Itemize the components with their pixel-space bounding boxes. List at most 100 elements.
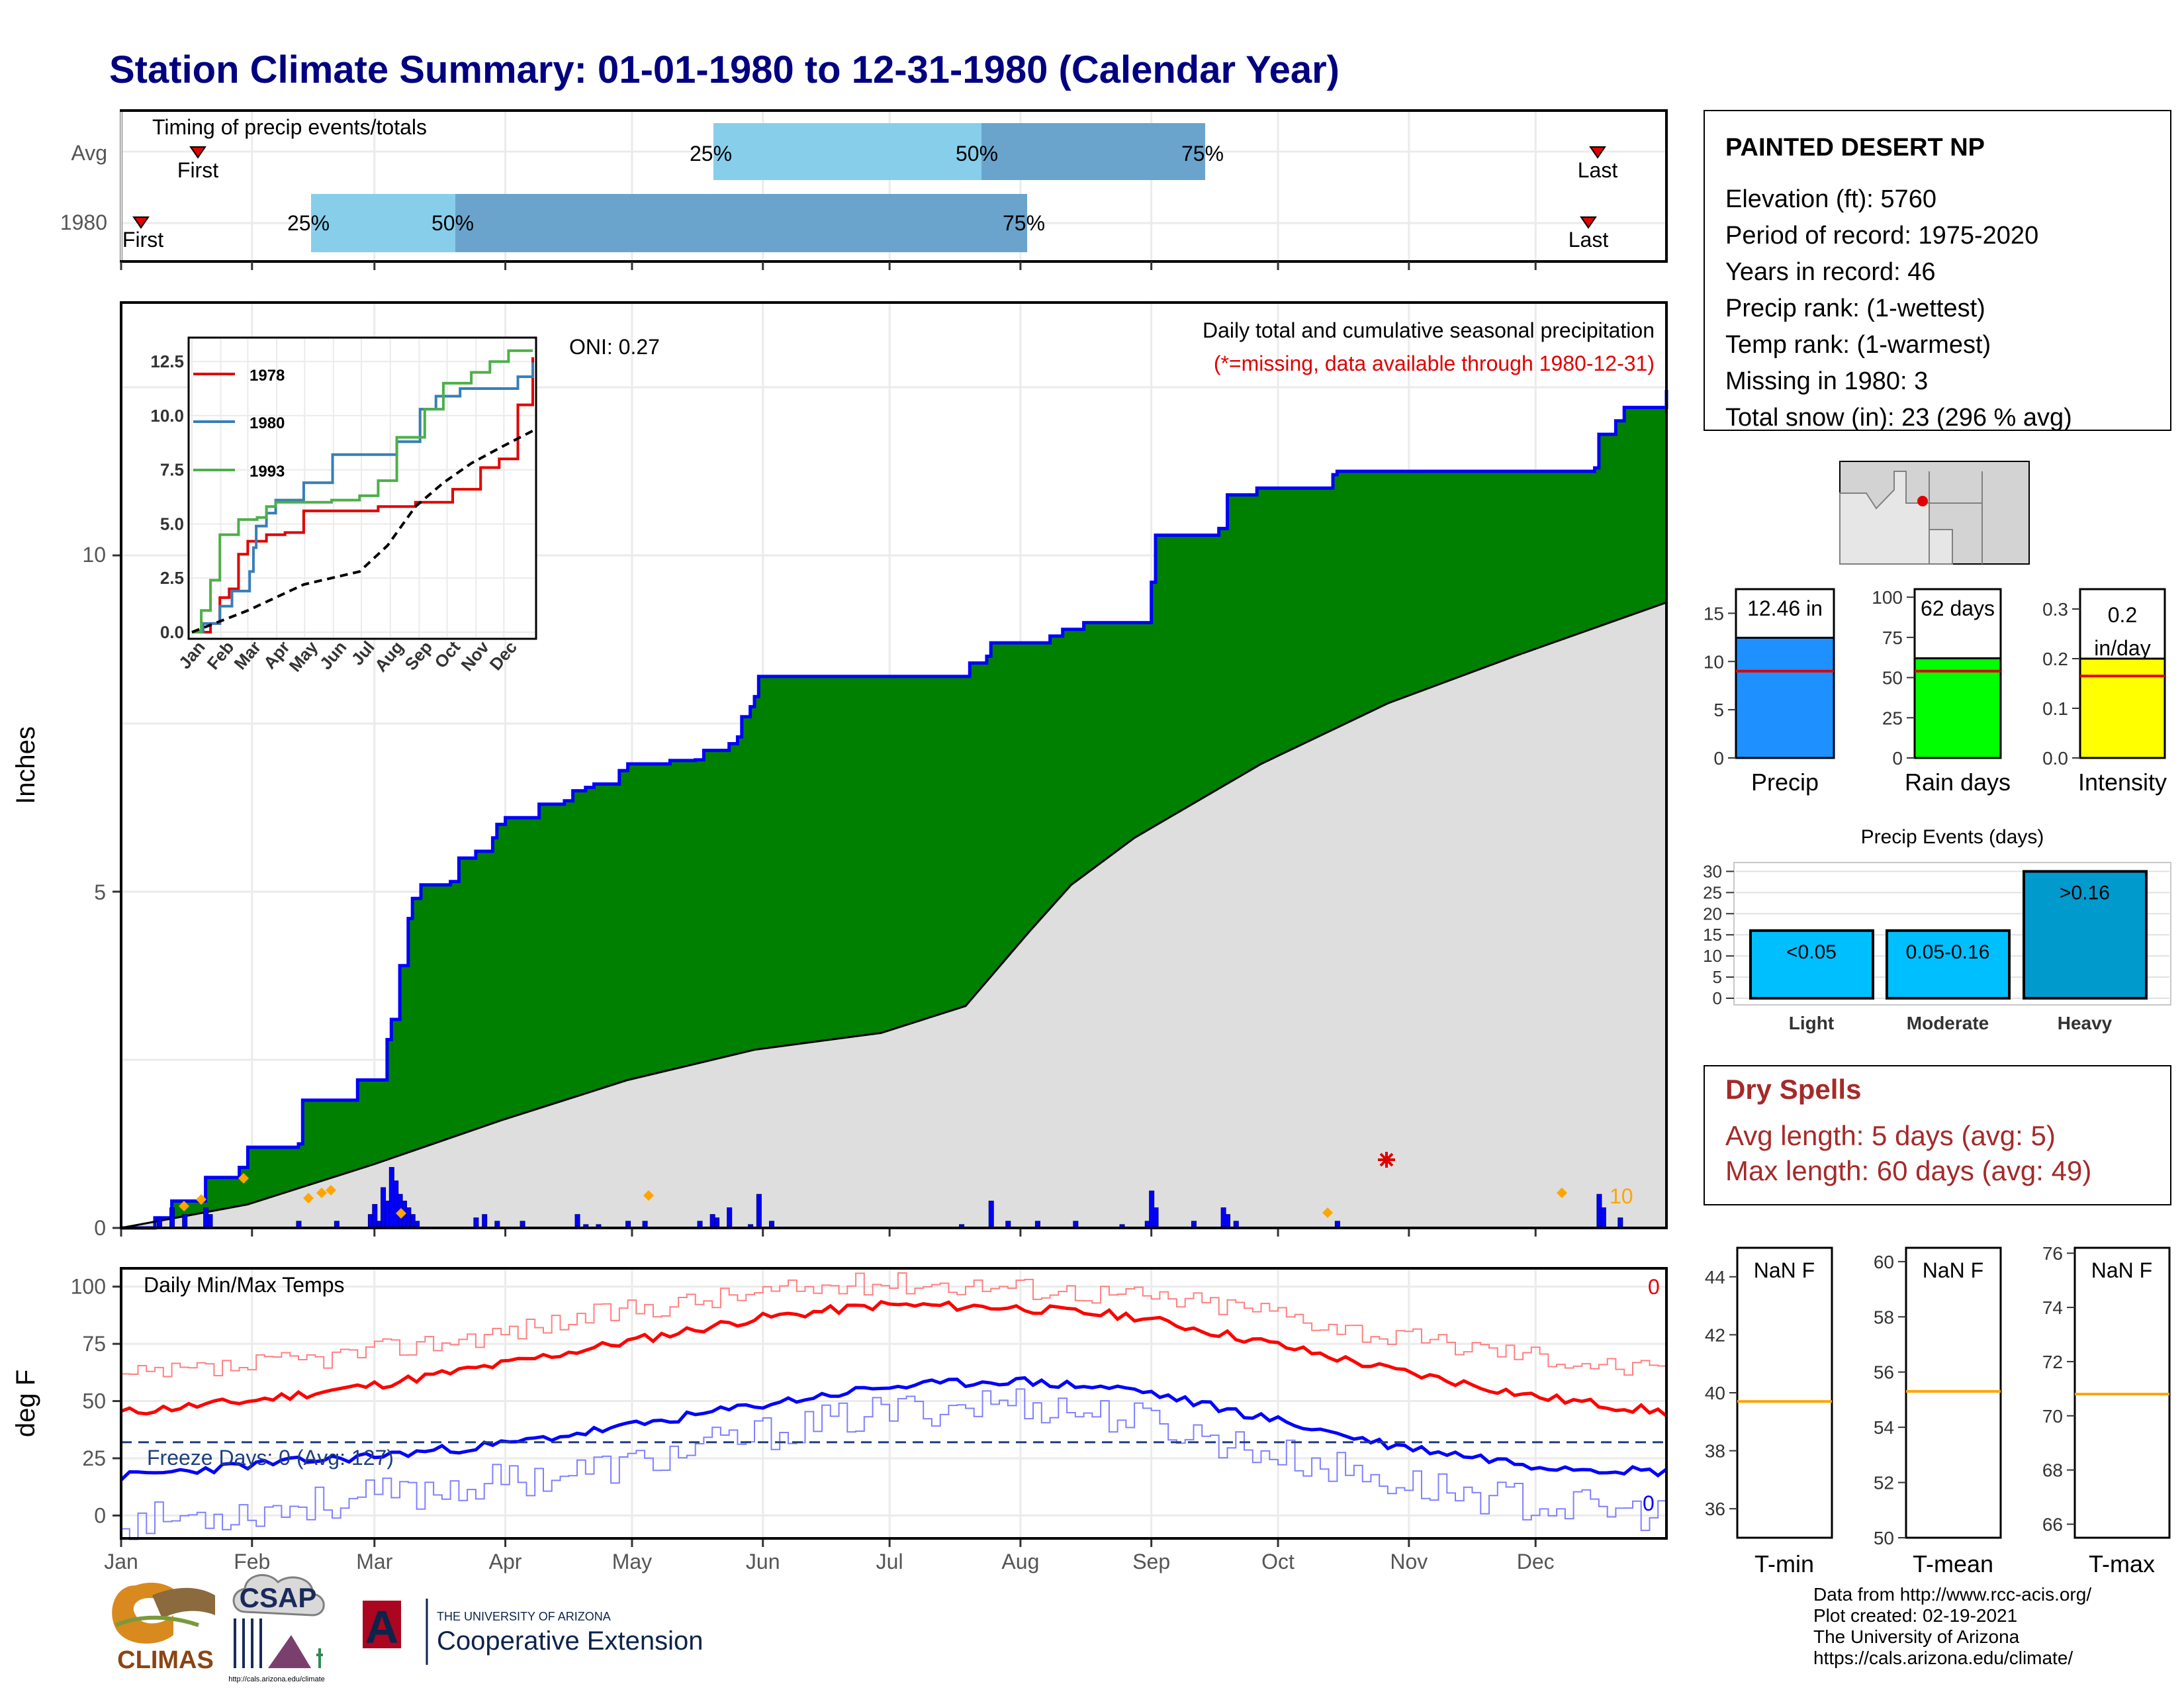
tmax-normal-line: [120, 1299, 1668, 1418]
freeze-days-label: Freeze Days: 0 (Avg: 127): [147, 1446, 394, 1470]
1980-q75-label: 75%: [1003, 211, 1045, 235]
intensity-bar-label: Intensity: [2078, 769, 2167, 796]
temp-y-tick-label: 0: [94, 1503, 106, 1527]
month-label: Mar: [356, 1550, 392, 1573]
1980-first-label: First: [122, 228, 163, 252]
tmean-box-label: T-mean: [1913, 1550, 1993, 1577]
dry-spells-max: Max length: 60 days (avg: 49): [1725, 1155, 2091, 1186]
events-tick-label: 10: [1703, 946, 1722, 966]
timing-title: Timing of precip events/totals: [152, 115, 427, 139]
events-category-label: Light: [1789, 1013, 1834, 1033]
temp-box-tick-label: 58: [1874, 1307, 1894, 1327]
inset-y-tick-label: 10.0: [150, 406, 184, 426]
events-tick-label: 30: [1703, 861, 1722, 881]
temp-y-tick-label: 75: [82, 1332, 106, 1356]
temp-box-tick-label: 60: [1874, 1252, 1894, 1272]
station-line-elevation: Elevation (ft): 5760: [1725, 185, 1936, 213]
events-bar-heavy: [2023, 870, 2148, 1000]
temp-box-tick-label: 68: [2042, 1460, 2063, 1481]
month-label: Apr: [489, 1550, 522, 1573]
avg-q50-label: 50%: [956, 142, 998, 165]
footer-line-2: Plot created: 02-19-2021: [1813, 1605, 2017, 1626]
daily-precip-bar: [756, 1194, 762, 1229]
inset-line-1980: [192, 362, 534, 633]
month-label: Dec: [1517, 1550, 1555, 1573]
daily-precip-bar: [156, 1217, 162, 1229]
events-tick-label: 15: [1703, 925, 1722, 945]
precip-y-axis-title: Inches: [11, 726, 40, 804]
precip-value-label: 12.46 in: [1747, 596, 1823, 620]
month-label: Sep: [1132, 1550, 1170, 1573]
events-bar-label: >0.16: [2060, 882, 2110, 904]
temp-box-tick-label: 74: [2042, 1297, 2063, 1318]
timing-row-avg-label: Avg: [71, 141, 107, 165]
footer-line-1: Data from http://www.rcc-acis.org/: [1813, 1584, 2091, 1605]
temp-box-tick-label: 38: [1705, 1441, 1725, 1462]
tmin-extreme-line: [121, 1388, 1667, 1540]
temp-box-tick-label: 36: [1705, 1499, 1725, 1519]
tmax-box-label: T-max: [2089, 1550, 2155, 1577]
month-label: Jan: [104, 1550, 138, 1573]
temp-box-tick-label: 50: [1874, 1528, 1894, 1548]
rain-days-mini-bar: 62 days Rain days 0 25 50 75 100: [1872, 587, 2011, 796]
temp-box-tick-label: 54: [1874, 1417, 1894, 1438]
daily-precip-bar: [988, 1200, 994, 1229]
avg-first-label: First: [177, 158, 218, 182]
tmean-box-value: NaN F: [1923, 1258, 1983, 1282]
rain-days-value-label: 62 days: [1921, 596, 1995, 620]
precip-y-tick-10: 10: [82, 543, 106, 567]
normal-precip-line: [120, 601, 1667, 1229]
mini-tick-label: 10: [1704, 651, 1724, 672]
tmean-box: NaN F T-mean 50 52 54 56 58 60: [1874, 1246, 2002, 1577]
rain-days-bar: [1913, 657, 2002, 759]
tmin-count: 0: [1643, 1491, 1655, 1515]
station-line-temp-rank: Temp rank: (1-warmest): [1725, 331, 1991, 359]
normal-precip-area: [121, 602, 1666, 1228]
tmax-box: NaN F T-max 66 68 70 72 74 76: [2042, 1243, 2171, 1577]
temp-box-tick-label: 76: [2042, 1243, 2063, 1264]
tmax-extreme-line: [121, 1272, 1667, 1379]
inset-y-tick-label: 0.0: [160, 622, 184, 642]
ua-extension-logo: A THE UNIVERSITY OF ARIZONA Cooperative …: [363, 1599, 703, 1665]
timing-row-1980-label: 1980: [60, 211, 107, 234]
precip-label-1: Daily total and cumulative seasonal prec…: [1203, 318, 1655, 342]
tmin-box-label: T-min: [1754, 1550, 1814, 1577]
temp-box-tick-label: 40: [1705, 1383, 1725, 1403]
station-line-precip-rank: Precip rank: (1-wettest): [1725, 295, 1985, 322]
precip-y-tick-0: 0: [94, 1216, 106, 1240]
station-line-period: Period of record: 1975-2020: [1725, 222, 2038, 250]
inset-line-1993: [192, 349, 533, 633]
temp-panel: Daily Min/Max Temps Freeze Days: 0 (Avg:…: [11, 1267, 1668, 1573]
mini-tick-label: 0: [1892, 748, 1903, 769]
footer-line-4: https://cals.arizona.edu/climate/: [1813, 1648, 2073, 1668]
precip-bar-label: Precip: [1751, 769, 1819, 796]
mini-tick-label: 5: [1713, 700, 1724, 720]
mini-tick-label: 0.0: [2042, 748, 2068, 769]
events-bar-label: <0.05: [1786, 941, 1837, 963]
daily-precip-bar: [574, 1214, 580, 1229]
month-label: May: [612, 1550, 652, 1573]
climas-logo-text: CLIMAS: [117, 1646, 214, 1674]
temp-title: Daily Min/Max Temps: [144, 1273, 344, 1297]
1980-last-marker: [1580, 216, 1597, 229]
daily-precip-bar: [727, 1207, 733, 1229]
temp-box-tick-label: 44: [1705, 1267, 1725, 1288]
avg-q25-q50-bar: [713, 123, 981, 180]
temp-y-tick-label: 50: [82, 1389, 106, 1413]
oni-label: ONI: 0.27: [569, 335, 660, 359]
ua-small-text: THE UNIVERSITY OF ARIZONA: [437, 1610, 611, 1623]
intensity-bar: [2079, 657, 2166, 759]
1980-first-marker: [132, 216, 150, 229]
precip-total-bar: [1735, 636, 1835, 759]
station-line-snow: Total snow (in): 23 (296 % avg): [1725, 404, 2072, 432]
events-title: Precip Events (days): [1861, 826, 2044, 848]
temp-y-tick-label: 25: [82, 1446, 106, 1470]
dry-spells-box: Dry Spells Avg length: 5 days (avg: 5) M…: [1704, 1065, 2171, 1205]
month-label: Oct: [1261, 1550, 1295, 1573]
events-tick-label: 5: [1713, 967, 1722, 987]
precip-panel: Daily total and cumulative seasonal prec…: [11, 301, 1668, 1240]
month-label: Feb: [234, 1550, 270, 1573]
intensity-value-label-1: 0.2: [2108, 603, 2137, 627]
csap-logo-url: http://cals.arizona.edu/climate: [228, 1675, 325, 1683]
precip-label-2: (*=missing, data available through 1980-…: [1214, 352, 1655, 375]
